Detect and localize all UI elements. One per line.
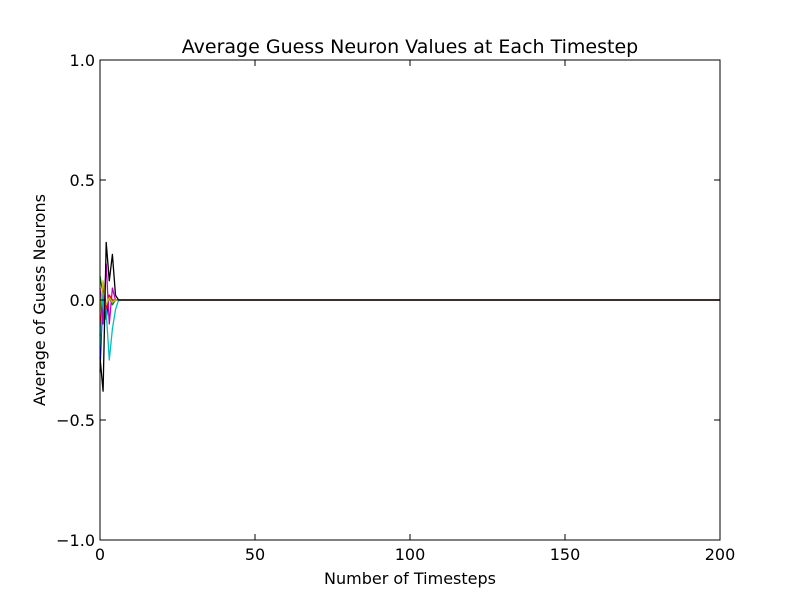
series-group [99,241,720,392]
y-axis-label: Average of Guess Neurons [30,194,49,406]
y-tick-label: −0.5 [56,411,95,430]
y-tick-label: −1.0 [56,531,95,550]
plot-area [99,59,721,541]
x-tick-label: 100 [395,545,426,564]
chart-title: Average Guess Neuron Values at Each Time… [182,36,638,58]
x-axis-label: Number of Timesteps [324,569,496,588]
x-tick-label: 0 [95,545,105,564]
x-tick-label: 150 [550,545,581,564]
series-line-7 [99,241,720,392]
y-tick-label: 0.5 [70,171,95,190]
x-tick-label: 200 [705,545,736,564]
x-axis-ticks: 0 50 100 150 200 [95,60,735,564]
y-axis-ticks: −1.0 −0.5 0.0 0.5 1.0 [56,51,720,550]
y-tick-label: 0.0 [70,291,95,310]
y-tick-label: 1.0 [70,51,95,70]
x-tick-label: 50 [245,545,265,564]
